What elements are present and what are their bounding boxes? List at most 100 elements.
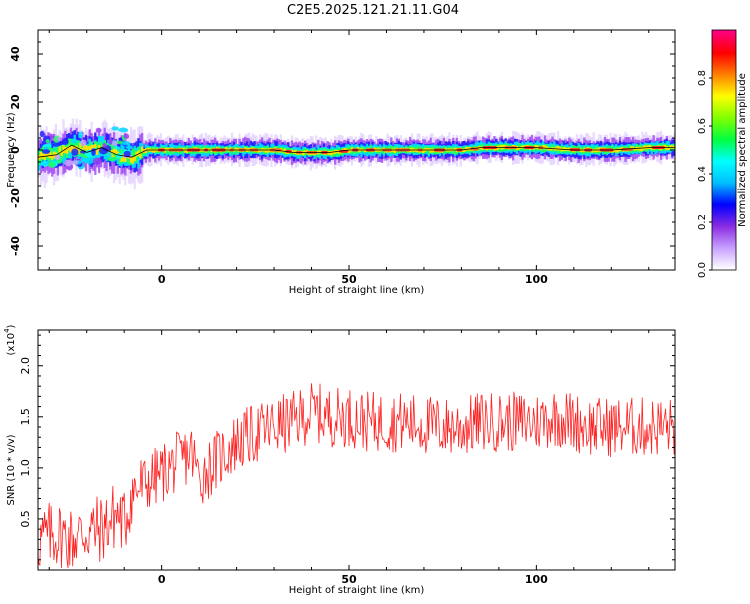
colorbar-tick-label: 0.6 — [697, 118, 708, 134]
heatmap-cell — [669, 144, 672, 149]
colorbar-cell — [712, 138, 736, 141]
colorbar-label: Normalized spectral amplitude — [737, 73, 748, 227]
colorbar-cell — [712, 118, 736, 121]
heatmap-cell — [631, 146, 635, 150]
colorbar-cell — [712, 212, 736, 215]
heatmap-cell — [54, 154, 61, 160]
heatmap-cell — [556, 146, 560, 151]
heatmap-cell — [414, 148, 417, 153]
heatmap-cell — [122, 141, 131, 146]
heatmap-cell — [319, 150, 322, 153]
heatmap-cell — [665, 146, 668, 151]
colorbar-cell — [712, 66, 736, 69]
heatmap-cell — [123, 150, 131, 158]
heatmap-cell — [78, 131, 83, 139]
heatmap-cell — [116, 152, 123, 159]
heatmap-cell — [41, 153, 45, 159]
y-scale-exponent: 4 — [3, 328, 11, 333]
colorbar-cell — [712, 64, 736, 67]
heatmap-cell — [517, 143, 520, 151]
heatmap-cell — [39, 130, 45, 138]
colorbar-cell — [712, 188, 736, 191]
heatmap-cell — [545, 146, 548, 150]
colorbar-cell — [712, 106, 736, 109]
heatmap-cell — [56, 136, 62, 142]
colorbar-cell — [712, 208, 736, 211]
heatmap-cell — [521, 145, 524, 149]
heatmap-cell — [96, 148, 99, 156]
colorbar-cell — [712, 78, 736, 81]
colorbar-cell — [712, 192, 736, 195]
colorbar-cell — [712, 30, 736, 33]
colorbar-cell — [712, 260, 736, 263]
colorbar-cell — [712, 244, 736, 247]
colorbar-cell — [712, 92, 736, 95]
colorbar-cell — [712, 72, 736, 75]
colorbar-cell — [712, 36, 736, 39]
colorbar-cell — [712, 122, 736, 125]
heatmap-cell — [67, 138, 71, 152]
colorbar-cell — [712, 210, 736, 213]
heatmap-cell — [667, 147, 670, 150]
heatmap-cell — [139, 152, 142, 159]
y-axis-label: SNR (10 * v/v) — [6, 434, 17, 505]
heatmap-cell — [52, 151, 56, 165]
colorbar-cell — [712, 144, 736, 147]
colorbar-cell — [712, 40, 736, 43]
heatmap-cell — [146, 147, 149, 151]
heatmap-cell — [131, 148, 134, 162]
heatmap-cell — [56, 146, 60, 156]
heatmap-cell — [106, 151, 112, 159]
heatmap-cell — [64, 159, 73, 167]
heatmap-cell — [453, 147, 457, 155]
colorbar-cell — [712, 84, 736, 87]
heatmap-cell — [547, 147, 550, 151]
heatmap-cell — [598, 147, 601, 152]
heatmap-cell — [114, 147, 118, 156]
heatmap-cell — [283, 148, 286, 153]
colorbar-cell — [712, 228, 736, 231]
colorbar-cell — [712, 50, 736, 53]
colorbar-cell — [712, 52, 736, 55]
colorbar-cell — [712, 80, 736, 83]
colorbar-cell — [712, 196, 736, 199]
colorbar-cell — [712, 186, 736, 189]
colorbar-cell — [712, 256, 736, 259]
heatmap-cell — [429, 148, 432, 153]
colorbar-cell — [712, 200, 736, 203]
heatmap-cell — [225, 147, 228, 151]
colorbar-cell — [712, 162, 736, 165]
y-tick-label: 2.0 — [19, 357, 32, 375]
colorbar-tick-label: 0.0 — [697, 262, 708, 278]
heatmap-cell — [637, 147, 640, 151]
colorbar-cell — [712, 102, 736, 105]
heatmap-cell — [671, 145, 674, 149]
colorbar-cell — [712, 136, 736, 139]
colorbar-cell — [712, 184, 736, 187]
heatmap-cell — [234, 147, 237, 151]
colorbar-cell — [712, 124, 736, 127]
heatmap-cell — [111, 150, 114, 158]
heatmap-cell — [102, 142, 107, 149]
y-scale-base: (x10 — [6, 333, 17, 356]
heatmap-cell — [86, 146, 89, 154]
heatmap-cell — [79, 144, 82, 158]
heatmap-cell — [107, 157, 116, 162]
y-tick-label: -40 — [9, 236, 22, 256]
heatmap-cell — [108, 138, 113, 145]
colorbar-cell — [712, 166, 736, 169]
colorbar-cell — [712, 180, 736, 183]
heatmap-cell — [541, 145, 545, 149]
heatmap-cell — [463, 148, 466, 152]
heatmap-cell — [69, 145, 73, 153]
colorbar-cell — [712, 38, 736, 41]
colorbar-tick-label: 0.2 — [697, 214, 708, 230]
colorbar-cell — [712, 134, 736, 137]
heatmap-cell — [264, 148, 267, 153]
colorbar-cell — [712, 76, 736, 79]
colorbar-cell — [712, 32, 736, 35]
colorbar-cell — [712, 224, 736, 227]
heatmap-cell — [45, 139, 50, 144]
x-tick-label: 0 — [158, 273, 166, 286]
colorbar-cell — [712, 222, 736, 225]
